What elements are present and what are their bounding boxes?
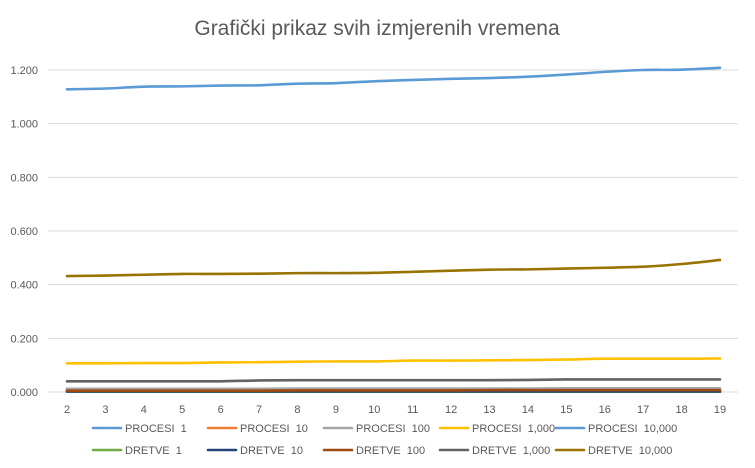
y-tick-label: 0.400 [10,280,38,292]
x-tick-label: 18 [675,404,687,416]
x-tick-label: 13 [483,404,495,416]
x-tick-label: 8 [294,404,300,416]
y-tick-label: 1.200 [10,65,38,77]
legend-label: PROCESI 10 [240,423,308,435]
series-line-3 [65,386,722,391]
legend-label: DRETVE 100 [356,445,425,457]
y-tick-label: 0.800 [10,172,38,184]
x-tick-label: 16 [599,404,611,416]
y-tick-label: 1.000 [10,119,38,131]
x-tick-label: 2 [64,404,70,416]
legend-label: PROCESI 1 [125,423,187,435]
legend-label: DRETVE 10 [240,445,303,457]
x-tick-label: 15 [560,404,572,416]
legend-label: DRETVE 1,000 [472,445,550,457]
legend: PROCESI 1 PROCESI 10 PROCESI 100 PROCESI 1,… [91,423,677,457]
legend-label: DRETVE 1 [125,445,182,457]
x-tick-label: 3 [102,404,108,416]
legend-label: PROCESI 1,000 [472,423,555,435]
y-tick-label: 0.600 [10,226,38,238]
series-line-5 [65,66,722,91]
legend-label: DRETVE 10,000 [588,445,672,457]
series-line-4 [65,357,722,365]
x-tick-label: 6 [218,404,224,416]
x-tick-label: 10 [368,404,380,416]
series-line-9 [65,378,722,383]
x-tick-label: 19 [714,404,726,416]
chart-title: Grafički prikaz svih izmjerenih vremena [194,17,560,40]
x-tick-label: 4 [141,404,147,416]
series-line-8 [65,388,722,392]
x-tick-label: 17 [637,404,649,416]
x-tick-label: 12 [445,404,457,416]
x-tick-label: 14 [522,404,534,416]
x-tick-label: 11 [407,404,418,416]
series-lines [65,66,722,394]
x-tick-label: 9 [333,404,339,416]
x-tick-label: 5 [179,404,185,416]
legend-label: PROCESI 100 [356,423,430,435]
x-tick-label: 7 [256,404,262,416]
y-tick-label: 0.200 [10,333,38,345]
y-tick-label: 0.000 [10,387,38,399]
series-line-10 [65,258,722,278]
legend-label: PROCESI 10,000 [588,423,677,435]
